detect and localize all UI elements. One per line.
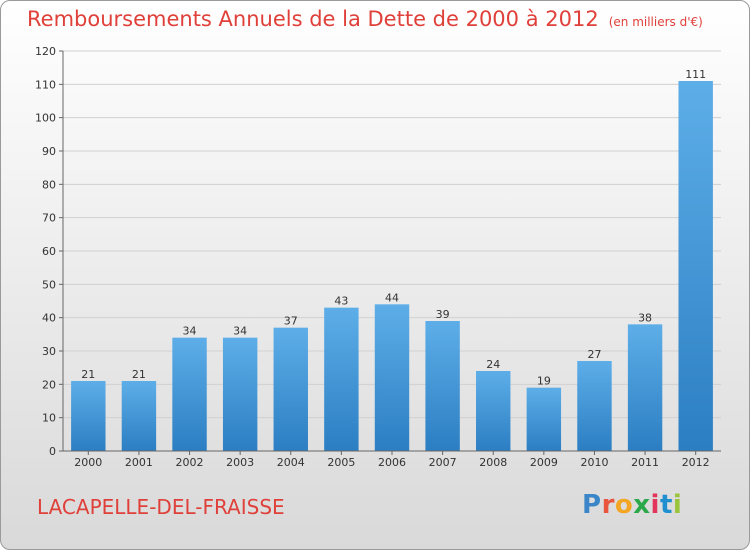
x-tick-label: 2008: [479, 456, 507, 469]
y-tick-label: 70: [42, 212, 56, 225]
x-tick-label: 2006: [378, 456, 406, 469]
bar-value-label: 111: [685, 68, 706, 81]
y-tick-label: 0: [49, 445, 56, 458]
y-tick-label: 110: [35, 78, 56, 91]
bar-value-label: 34: [233, 325, 247, 338]
bar-value-label: 38: [638, 311, 652, 324]
x-tick-label: 2007: [429, 456, 457, 469]
x-tick-label: 2002: [176, 456, 204, 469]
chart-unit: (en milliers d'€): [608, 15, 703, 29]
x-tick-label: 2004: [277, 456, 305, 469]
bar: [425, 321, 460, 451]
data-labels: 21 21 34 34 37 43 44 39 24 19 27 38 111: [81, 68, 706, 388]
bar: [526, 387, 562, 451]
x-tick-label: 2000: [74, 456, 102, 469]
bar: [577, 361, 612, 451]
y-tick-label: 50: [42, 278, 56, 291]
x-tick-label: 2010: [580, 456, 608, 469]
commune-name: LACAPELLE-DEL-FRAISSE: [37, 495, 285, 519]
bar-value-label: 39: [436, 308, 450, 321]
logo-letter: P: [582, 490, 602, 520]
y-tick-label: 120: [35, 45, 56, 58]
bar-value-label: 44: [385, 291, 399, 304]
y-tick-label: 80: [42, 178, 56, 191]
y-tick-label: 40: [42, 312, 56, 325]
bar-value-label: 43: [334, 295, 348, 308]
y-tick-label: 100: [35, 112, 56, 125]
x-tick-label: 2005: [327, 456, 355, 469]
bar-value-label: 19: [537, 375, 551, 388]
logo-letter: i: [672, 490, 683, 520]
bar: [627, 324, 663, 451]
bar: [172, 337, 207, 451]
bar-value-label: 21: [81, 368, 95, 381]
bar: [71, 381, 106, 451]
x-tick-label: 2009: [530, 456, 558, 469]
bar: [374, 304, 410, 451]
x-tick-label: 2001: [125, 456, 153, 469]
x-tick-label: 2012: [682, 456, 710, 469]
bar-value-label: 27: [587, 348, 601, 361]
bar-value-label: 21: [132, 368, 146, 381]
y-tick-label: 60: [42, 245, 56, 258]
bar: [121, 381, 157, 451]
chart-title: Remboursements Annuels de la Dette de 20…: [27, 7, 703, 31]
logo-letter: o: [614, 490, 634, 520]
x-tick-label: 2011: [631, 456, 659, 469]
y-tick-label: 10: [42, 412, 56, 425]
x-tick-label: 2003: [226, 456, 254, 469]
logo-letter: r: [601, 490, 615, 520]
bars: [71, 81, 713, 451]
bar: [678, 81, 713, 451]
logo-letter: x: [633, 490, 651, 520]
bar: [273, 327, 308, 451]
proxiti-logo: Proxiti: [582, 490, 682, 520]
bar: [324, 307, 359, 451]
chart-title-text: Remboursements Annuels de la Dette de 20…: [27, 7, 599, 31]
bar-value-label: 34: [183, 325, 197, 338]
bar: [222, 337, 258, 451]
y-tick-label: 30: [42, 345, 56, 358]
y-tick-label: 20: [42, 378, 56, 391]
logo-letter: t: [659, 490, 673, 520]
bar: [476, 371, 511, 451]
y-tick-label: 90: [42, 145, 56, 158]
bar-value-label: 37: [284, 315, 298, 328]
axes: 0 10 20 30 40 50 60 70 80 90 100 110 120 2000 2001 2002…: [35, 45, 721, 469]
bar-value-label: 24: [486, 358, 500, 371]
logo-letter: i: [650, 490, 660, 520]
